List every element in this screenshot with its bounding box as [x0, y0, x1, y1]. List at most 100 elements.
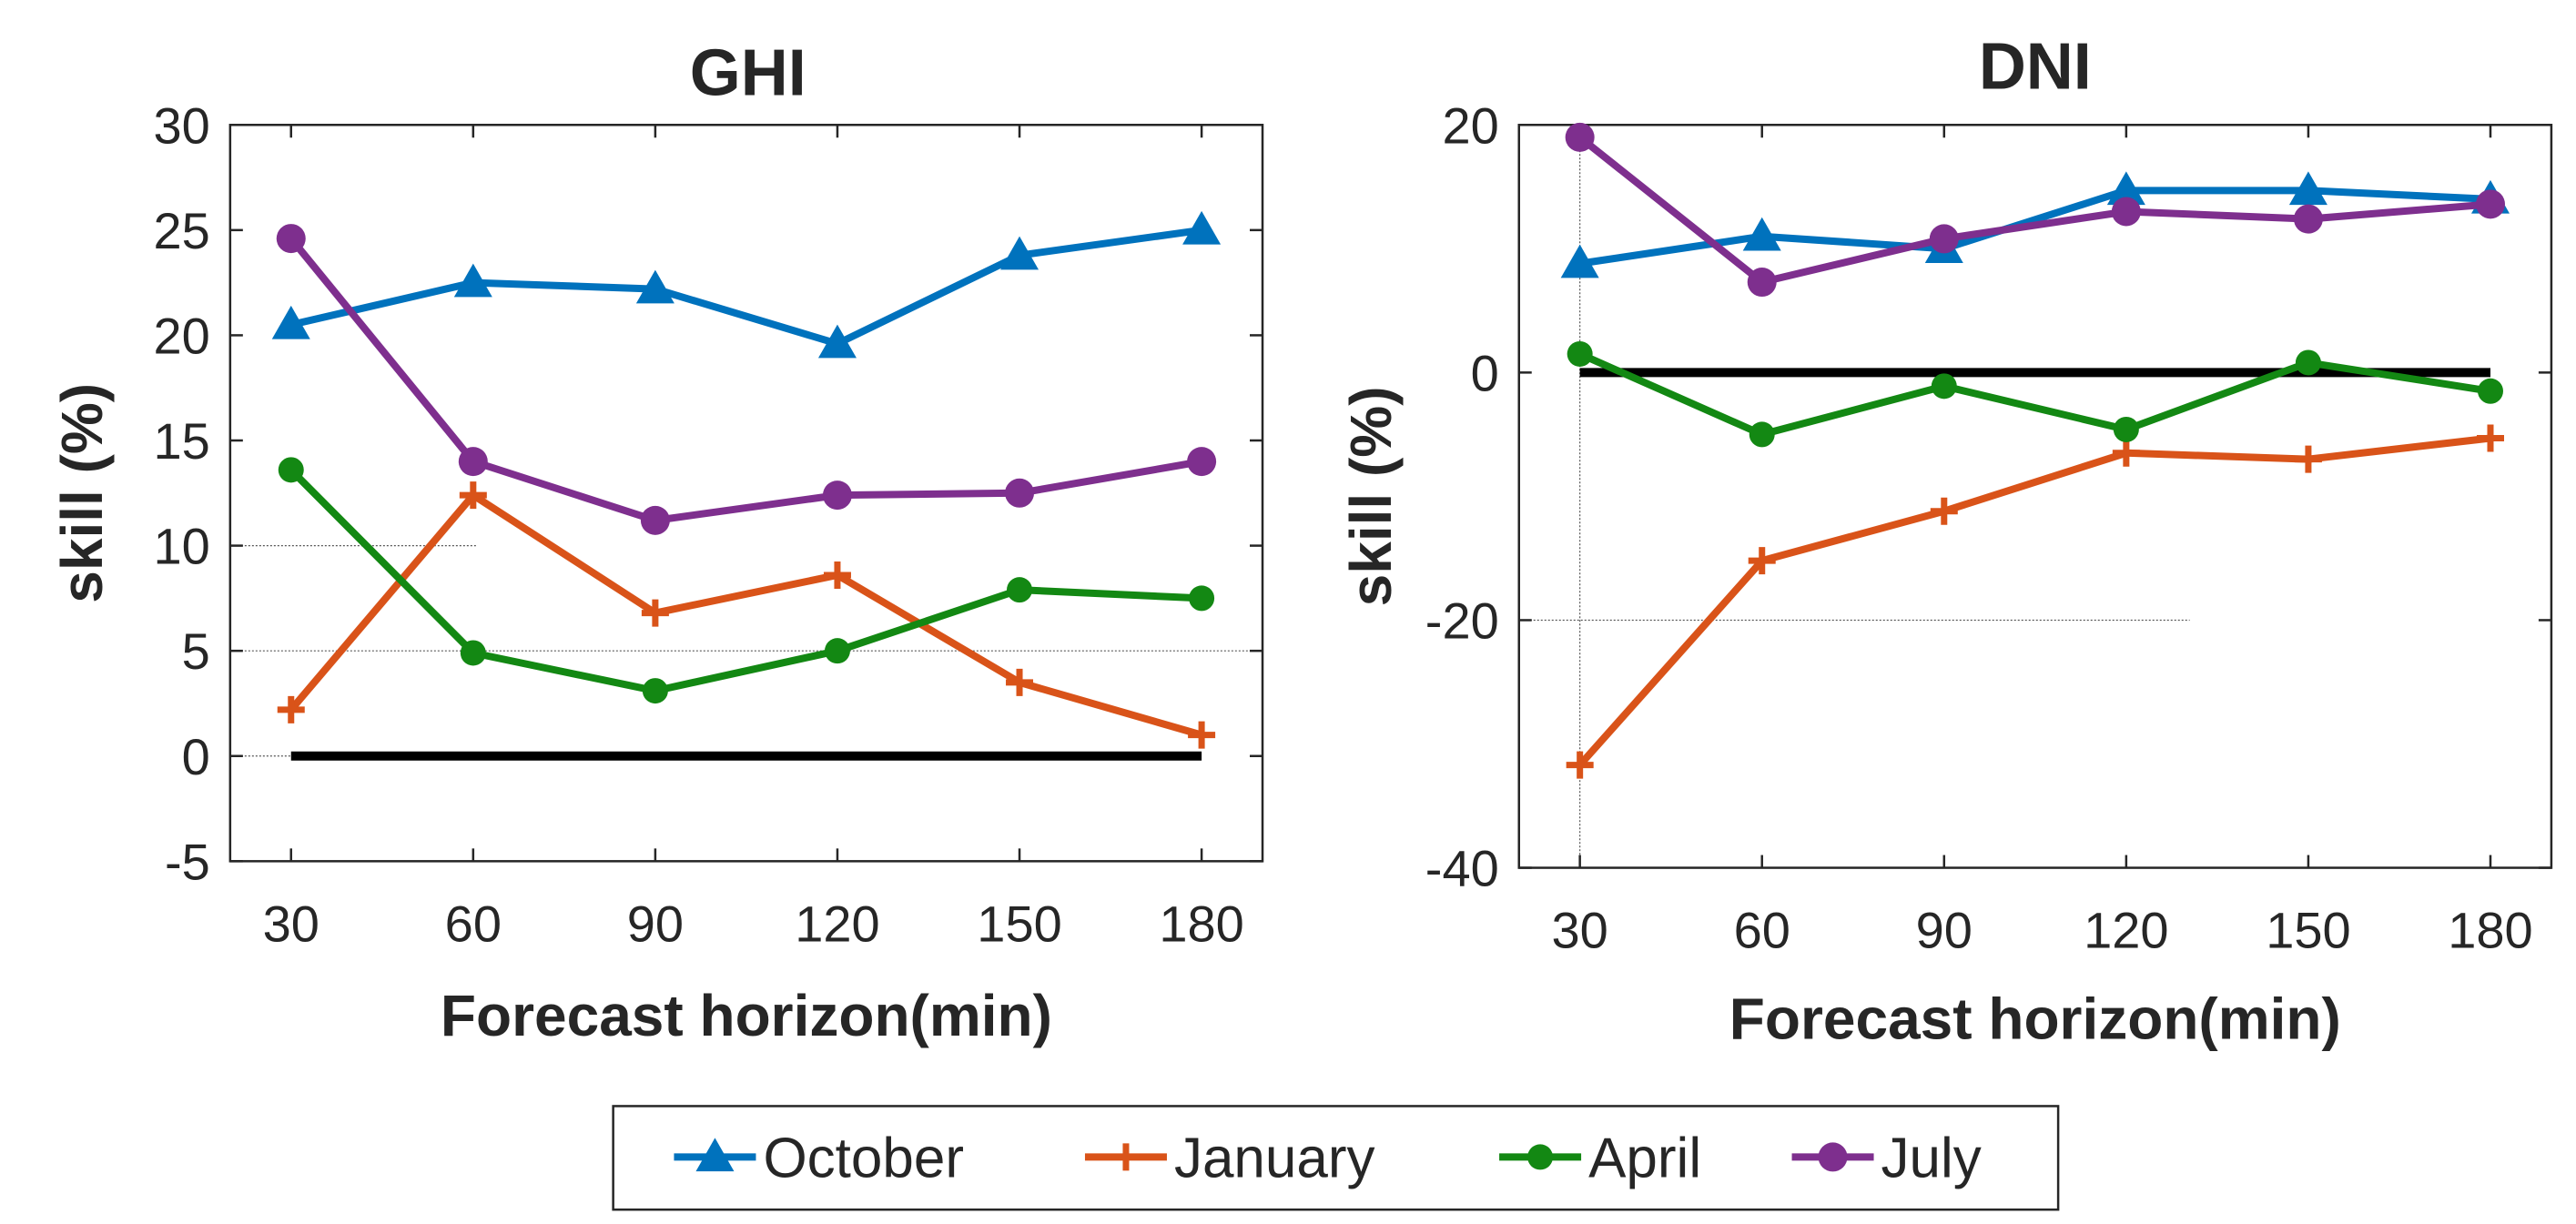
chart-title: GHI	[690, 37, 806, 110]
y-tick-label: 25	[154, 202, 210, 259]
data-point-april	[2295, 349, 2321, 376]
data-point-october	[1742, 217, 1781, 251]
data-point-april	[1931, 373, 1957, 400]
data-point-april	[1749, 421, 1775, 448]
legend-marker-april	[1527, 1144, 1554, 1170]
data-point-january	[1006, 668, 1034, 696]
x-tick-label: 150	[977, 895, 1061, 952]
data-point-july	[2475, 189, 2505, 219]
data-point-january	[1748, 547, 1776, 575]
x-tick-label: 30	[263, 895, 319, 952]
plot-area-frame	[1517, 124, 2553, 869]
series-line-april	[1578, 350, 2491, 439]
data-point-january	[2476, 424, 2504, 452]
legend-marker-january	[1111, 1143, 1140, 1171]
data-point-october	[271, 305, 310, 339]
data-point-july	[276, 224, 306, 254]
data-point-october	[453, 263, 492, 298]
data-point-july	[458, 447, 488, 477]
data-point-january	[2294, 445, 2322, 473]
data-point-july	[1565, 122, 1595, 152]
x-tick-label: 90	[1916, 902, 1973, 959]
data-point-january	[1930, 497, 1958, 525]
series-october	[271, 210, 1222, 359]
data-point-january	[1188, 721, 1216, 749]
y-tick-label: -20	[1425, 592, 1499, 649]
data-point-april	[2113, 416, 2139, 442]
data-point-april	[1567, 340, 1593, 367]
series-line-july	[1577, 134, 2491, 287]
series-july	[276, 224, 1217, 535]
chart-panel-dni: -40 -20 0 20 30 60 90 120 150 180 DNI Forecast hori…	[1338, 31, 2553, 1051]
data-point-july	[1929, 224, 1959, 254]
y-tick-label: -40	[1425, 840, 1499, 897]
chart-panel-ghi: -5 0 5 10 15 20 25 30 30 60 90 120 150 180 GHI Forecast…	[49, 37, 1264, 1048]
series-january	[277, 481, 1216, 749]
legend: October January April July	[612, 1105, 2060, 1211]
y-tick-label: 0	[182, 728, 210, 785]
series-april	[1567, 340, 2503, 448]
legend-item-april: April	[1499, 1127, 1701, 1189]
data-point-october	[1182, 210, 1222, 245]
x-tick-label: 120	[2084, 902, 2168, 959]
y-axis-label: skill (%)	[49, 383, 115, 603]
data-point-april	[278, 457, 304, 483]
data-point-july	[1005, 478, 1035, 508]
data-point-january	[459, 481, 487, 510]
data-point-january	[823, 561, 851, 589]
x-tick-label: 180	[2448, 902, 2532, 959]
plot-area-frame	[228, 124, 1264, 863]
data-point-april	[824, 638, 850, 664]
series-line-july	[288, 236, 1202, 524]
legend-label-january: January	[1174, 1127, 1375, 1189]
data-point-july	[1747, 268, 1777, 298]
legend-label-october: October	[763, 1127, 964, 1189]
y-tick-label: 30	[154, 96, 210, 154]
legend-item-january: January	[1084, 1127, 1375, 1189]
data-point-july	[640, 505, 670, 535]
data-point-july	[2111, 197, 2141, 227]
data-point-april	[642, 678, 668, 704]
y-tick-label: 15	[154, 412, 210, 470]
x-axis-label: Forecast horizon(min)	[1729, 986, 2341, 1051]
legend-item-october: October	[674, 1127, 964, 1189]
legend-item-july: July	[1791, 1127, 1982, 1189]
series-line-april	[288, 467, 1202, 695]
data-point-october	[635, 269, 674, 304]
data-point-april	[2477, 378, 2503, 404]
series-line-october	[289, 226, 1202, 348]
data-point-april	[460, 640, 486, 666]
series-july	[1565, 122, 2505, 298]
data-point-july	[822, 480, 852, 511]
data-point-july	[2293, 204, 2323, 234]
legend-label-july: July	[1881, 1127, 1982, 1189]
data-point-october	[1560, 244, 1599, 278]
legend-marker-july	[1818, 1142, 1848, 1172]
x-tick-label: 120	[795, 895, 879, 952]
y-tick-label: -5	[165, 833, 210, 890]
data-point-january	[2112, 439, 2140, 467]
series-january	[1566, 424, 2504, 779]
x-tick-label: 150	[2266, 902, 2350, 959]
data-point-january	[641, 599, 669, 627]
data-point-october	[2288, 171, 2328, 206]
series-line-january	[1577, 434, 2491, 768]
data-point-october	[1000, 236, 1040, 270]
series-line-january	[288, 491, 1203, 739]
x-tick-label: 90	[627, 895, 684, 952]
data-point-april	[1007, 577, 1033, 603]
data-point-january	[277, 695, 305, 723]
x-tick-label: 180	[1159, 895, 1243, 952]
chart-title: DNI	[1979, 31, 2092, 104]
series-line-october	[1579, 187, 2491, 268]
x-axis-label: Forecast horizon(min)	[441, 983, 1052, 1048]
y-tick-label: 20	[154, 307, 210, 364]
x-tick-label: 60	[445, 895, 502, 952]
y-tick-label: 20	[1442, 96, 1498, 154]
y-tick-label: 5	[182, 622, 210, 680]
y-tick-label: 0	[1471, 344, 1499, 401]
y-tick-label: 10	[154, 518, 210, 575]
data-point-january	[1566, 751, 1594, 779]
data-point-october	[2106, 171, 2145, 206]
